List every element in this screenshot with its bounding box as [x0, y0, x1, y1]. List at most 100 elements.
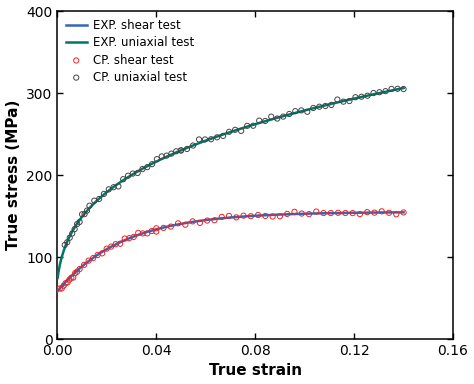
CP. shear test — [65, 276, 73, 283]
CP. uniaxial test — [66, 235, 73, 241]
CP. shear test — [174, 220, 182, 227]
CP. shear test — [189, 218, 196, 224]
CP. uniaxial test — [231, 127, 239, 133]
CP. uniaxial test — [207, 136, 215, 142]
CP. uniaxial test — [364, 93, 371, 99]
CP. shear test — [68, 275, 75, 281]
CP. uniaxial test — [144, 164, 151, 170]
CP. uniaxial test — [61, 242, 69, 248]
CP. uniaxial test — [292, 108, 299, 114]
CP. shear test — [121, 235, 128, 242]
EXP. uniaxial test — [353, 96, 358, 101]
CP. uniaxial test — [71, 226, 79, 232]
CP. shear test — [160, 225, 167, 231]
CP. uniaxial test — [310, 105, 317, 111]
CP. shear test — [349, 210, 356, 216]
CP. shear test — [94, 252, 101, 258]
Line: EXP. uniaxial test: EXP. uniaxial test — [58, 88, 403, 278]
CP. uniaxial test — [177, 147, 185, 154]
CP. uniaxial test — [243, 123, 251, 129]
CP. uniaxial test — [177, 147, 185, 154]
CP. shear test — [130, 234, 137, 240]
CP. uniaxial test — [95, 196, 103, 202]
EXP. shear test — [401, 210, 406, 215]
EXP. shear test — [76, 267, 82, 271]
CP. uniaxial test — [339, 99, 347, 105]
CP. shear test — [356, 211, 364, 217]
CP. shear test — [203, 217, 211, 223]
EXP. shear test — [55, 289, 60, 294]
CP. uniaxial test — [273, 116, 281, 122]
CP. shear test — [218, 214, 226, 220]
CP. uniaxial test — [225, 129, 233, 135]
CP. uniaxial test — [376, 89, 383, 95]
CP. shear test — [153, 228, 160, 235]
CP. uniaxial test — [163, 152, 170, 159]
CP. uniaxial test — [64, 239, 71, 245]
EXP. uniaxial test — [255, 121, 261, 126]
Legend: EXP. shear test, EXP. uniaxial test, CP. shear test, CP. uniaxial test: EXP. shear test, EXP. uniaxial test, CP.… — [63, 17, 196, 86]
CP. uniaxial test — [139, 166, 146, 172]
CP. shear test — [62, 280, 69, 286]
CP. uniaxial test — [119, 176, 127, 182]
EXP. shear test — [255, 213, 261, 218]
CP. uniaxial test — [394, 86, 401, 92]
CP. uniaxial test — [213, 134, 221, 141]
CP. uniaxial test — [303, 109, 311, 115]
CP. shear test — [144, 230, 151, 237]
CP. uniaxial test — [352, 94, 359, 100]
EXP. uniaxial test — [76, 219, 82, 223]
CP. shear test — [312, 209, 320, 215]
CP. uniaxial test — [91, 198, 98, 204]
CP. uniaxial test — [255, 118, 263, 124]
CP. shear test — [327, 210, 335, 216]
CP. shear test — [58, 285, 65, 291]
CP. shear test — [126, 235, 133, 241]
CP. shear test — [269, 214, 276, 220]
CP. shear test — [60, 283, 67, 289]
EXP. uniaxial test — [265, 118, 271, 123]
CP. shear test — [320, 210, 328, 216]
EXP. shear test — [264, 213, 270, 217]
CP. shear test — [99, 250, 106, 257]
CP. shear test — [364, 209, 371, 215]
CP. uniaxial test — [382, 88, 389, 94]
CP. uniaxial test — [219, 133, 227, 139]
CP. shear test — [85, 258, 92, 264]
CP. uniaxial test — [168, 151, 175, 157]
CP. uniaxial test — [81, 211, 88, 217]
CP. uniaxial test — [115, 183, 122, 189]
CP. shear test — [76, 266, 83, 272]
CP. uniaxial test — [124, 173, 132, 179]
CP. shear test — [276, 213, 284, 219]
CP. shear test — [247, 213, 255, 219]
CP. uniaxial test — [183, 146, 191, 152]
CP. uniaxial test — [189, 142, 197, 149]
X-axis label: True strain: True strain — [209, 363, 302, 379]
CP. uniaxial test — [100, 191, 108, 197]
CP. uniaxial test — [334, 96, 341, 103]
CP. uniaxial test — [73, 221, 81, 227]
CP. uniaxial test — [285, 111, 293, 117]
CP. uniaxial test — [134, 170, 141, 176]
EXP. shear test — [317, 211, 323, 216]
EXP. uniaxial test — [55, 276, 61, 280]
CP. uniaxial test — [173, 148, 180, 154]
CP. shear test — [139, 230, 146, 237]
CP. shear test — [385, 210, 393, 216]
CP. uniaxial test — [237, 128, 245, 134]
CP. uniaxial test — [298, 107, 305, 113]
CP. shear test — [73, 268, 81, 275]
CP. uniaxial test — [249, 122, 257, 129]
CP. shear test — [72, 270, 79, 276]
CP. uniaxial test — [400, 86, 407, 92]
CP. uniaxial test — [280, 114, 287, 120]
Line: EXP. shear test: EXP. shear test — [57, 212, 403, 291]
CP. shear test — [135, 230, 142, 236]
CP. shear test — [225, 213, 233, 219]
CP. shear test — [117, 241, 124, 247]
CP. shear test — [182, 222, 189, 228]
CP. shear test — [283, 211, 291, 217]
CP. shear test — [64, 279, 71, 285]
CP. shear test — [210, 217, 218, 223]
